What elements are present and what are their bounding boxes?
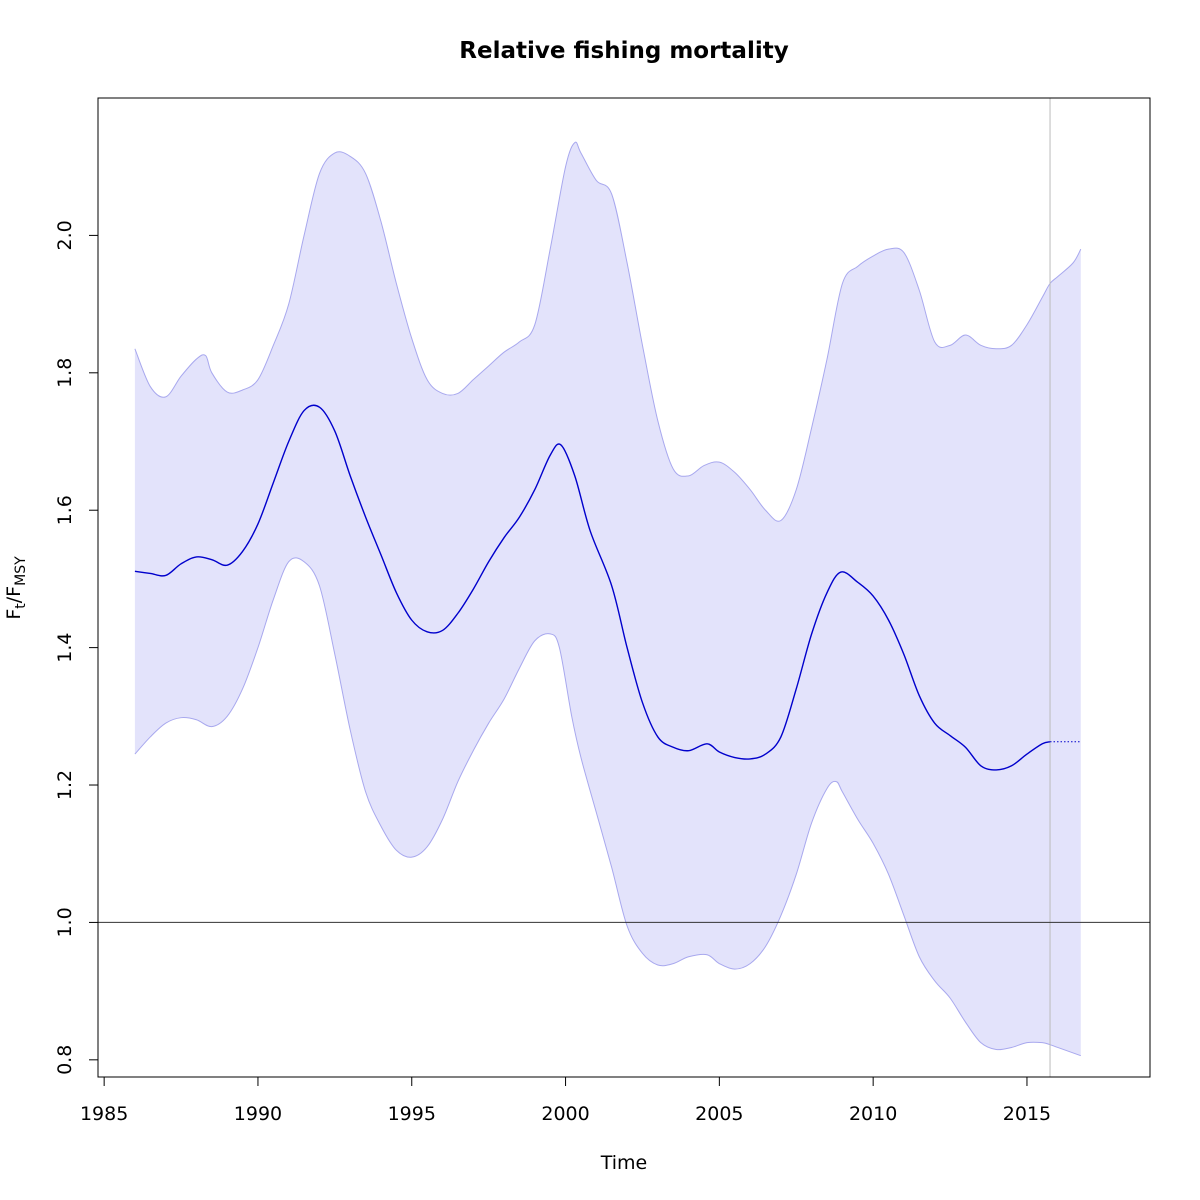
y-axis-label-sub-msy: MSY xyxy=(13,556,29,586)
y-tick-label: 0.8 xyxy=(54,1045,76,1075)
y-axis-label-divider: /F xyxy=(3,586,25,603)
confidence-band xyxy=(134,142,1081,1056)
y-tick-label: 1.2 xyxy=(54,770,76,800)
upper-bound-line xyxy=(134,141,1082,522)
x-axis-label: Time xyxy=(600,1152,648,1174)
y-tick-label: 1.0 xyxy=(54,907,76,937)
x-tick-label: 1995 xyxy=(388,1103,436,1125)
y-tick-label: 1.4 xyxy=(54,633,76,663)
x-tick-label: 1990 xyxy=(234,1103,282,1125)
x-tick-label: 1985 xyxy=(80,1103,128,1125)
x-tick-label: 2005 xyxy=(695,1103,743,1125)
chart-title: Relative fishing mortality xyxy=(459,38,788,64)
y-tick-label: 2.0 xyxy=(54,220,76,250)
x-tick-label: 2010 xyxy=(849,1103,897,1125)
lower-bound-line xyxy=(134,557,1081,1057)
y-tick-label: 1.6 xyxy=(54,495,76,525)
y-tick-label: 1.8 xyxy=(54,358,76,388)
y-axis-label: Ft/FMSY xyxy=(3,556,29,620)
x-axis: 1985 1990 1995 2000 2005 2010 2015 xyxy=(80,1076,1051,1125)
x-tick-label: 2015 xyxy=(1003,1103,1051,1125)
y-axis-label-sub-t: t xyxy=(13,603,29,609)
x-tick-label: 2000 xyxy=(541,1103,589,1125)
estimate-line-layer xyxy=(134,404,1081,771)
estimate-line xyxy=(134,404,1051,771)
y-axis: 0.8 1.0 1.2 1.4 1.6 1.8 2.0 xyxy=(54,220,99,1075)
y-axis-label-main: F xyxy=(3,609,25,620)
confidence-band-layer xyxy=(134,141,1082,1057)
reference-lines-layer xyxy=(98,98,1150,1077)
